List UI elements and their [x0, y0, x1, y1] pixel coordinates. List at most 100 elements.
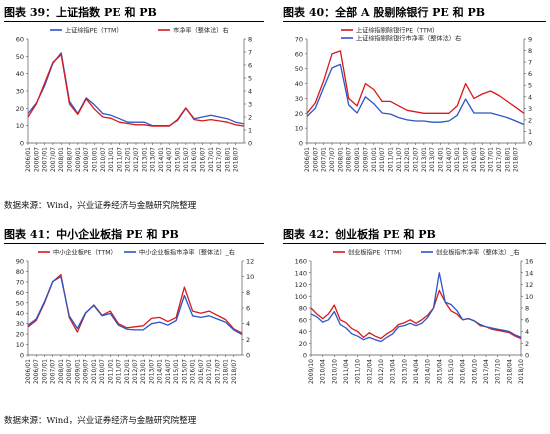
legend-label: 中小企业板指市净率（整体法）_右 — [139, 249, 235, 257]
y-tick-label-right: 10 — [246, 273, 254, 281]
y-tick-label-left: 60 — [299, 316, 307, 324]
x-tick-label: 2012/01 — [404, 147, 411, 172]
x-tick-label: 2015/01 — [175, 147, 182, 172]
y-tick-label-right: 8 — [525, 305, 529, 313]
x-tick-label: 2014/01 — [157, 359, 164, 384]
y-tick-label-right: 0 — [528, 140, 532, 148]
y-tick-label-left: 40 — [299, 328, 307, 336]
x-tick-label: 2010/07 — [379, 147, 386, 172]
y-tick-label-right: 7 — [248, 49, 252, 57]
x-tick-label: 2017/07 — [496, 147, 503, 172]
y-tick-label-left: 40 — [16, 70, 24, 78]
y-tick-label-left: 20 — [16, 105, 24, 113]
x-tick-label: 2007/07 — [50, 359, 57, 384]
x-tick-label: 2007/01 — [42, 147, 49, 172]
x-tick-label: 2013/04 — [390, 359, 397, 384]
x-tick-label: 2016/01 — [191, 147, 198, 172]
x-tick-label: 2010/01 — [91, 359, 98, 384]
y-tick-label-left: 30 — [16, 88, 24, 96]
x-tick-label: 2016/01 — [471, 147, 478, 172]
x-tick-label: 2017/01 — [208, 147, 215, 172]
x-tick-label: 2014/04 — [413, 359, 420, 384]
y-tick-label-right: 2 — [525, 340, 529, 348]
series-line-blue — [310, 272, 522, 343]
x-tick-label: 2018/07 — [233, 147, 240, 172]
title-rule — [283, 243, 546, 244]
y-tick-label-left: 0 — [20, 352, 24, 360]
x-tick-label: 2015/07 — [181, 359, 188, 384]
x-tick-label: 2006/01 — [25, 359, 32, 384]
y-tick-label-right: 1 — [528, 128, 532, 136]
series-line-red — [306, 50, 525, 114]
x-tick-label: 2016/10 — [471, 359, 478, 384]
y-tick-label-right: 4 — [248, 88, 252, 96]
series-line-red — [27, 53, 245, 127]
y-tick-label-left: 50 — [295, 65, 303, 73]
y-tick-label-right: 5 — [528, 82, 532, 90]
x-tick-label: 2008/07 — [66, 359, 73, 384]
y-tick-label-left: 60 — [295, 50, 303, 58]
x-tick-label: 2012/01 — [124, 359, 131, 384]
x-tick-label: 2011/07 — [116, 359, 123, 384]
x-tick-label: 2014/01 — [158, 147, 165, 172]
series-line-red — [310, 289, 522, 340]
x-tick-label: 2006/01 — [304, 147, 311, 172]
chart-title-41: 图表 41：中小企业板指 PE 和 PB — [4, 228, 179, 241]
x-tick-label: 2008/01 — [58, 359, 65, 384]
x-tick-label: 2013/07 — [148, 359, 155, 384]
source-note: 数据来源：Wind，兴业证券经济与金融研究院整理 — [4, 201, 197, 211]
x-tick-label: 2011/01 — [107, 359, 114, 384]
x-tick-label: 2006/07 — [312, 147, 319, 172]
x-tick-label: 2009/07 — [83, 147, 90, 172]
chart-title-40: 图表 40：全部 A 股剔除银行 PE 和 PB — [283, 6, 486, 19]
x-tick-label: 2014/01 — [438, 147, 445, 172]
x-tick-label: 2015/10 — [448, 359, 455, 384]
y-tick-label-left: 10 — [16, 122, 24, 130]
y-tick-label-right: 14 — [525, 269, 533, 277]
x-tick-label: 2017/01 — [206, 359, 213, 384]
x-tick-label: 2013/07 — [150, 147, 157, 172]
x-tick-label: 2006/07 — [33, 147, 40, 172]
x-tick-label: 2018/07 — [513, 147, 520, 172]
x-tick-label: 2008/01 — [58, 147, 65, 172]
series-line-blue — [27, 276, 243, 336]
x-tick-label: 2015/01 — [173, 359, 180, 384]
chart-42: 0 20 40 60 80 100 120 140 160 0 2 4 6 8 10 12 14 16 2009/1… — [295, 249, 534, 384]
y-tick-label-left: 20 — [16, 331, 24, 339]
x-tick-label: 2018/01 — [504, 147, 511, 172]
chart-title-39: 图表 39：上证指数 PE 和 PB — [4, 6, 157, 19]
x-tick-label: 2012/07 — [132, 359, 139, 384]
x-tick-label: 2010/10 — [331, 359, 338, 384]
y-tick-label-right: 6 — [528, 70, 532, 78]
y-tick-label-right: 0 — [525, 352, 529, 360]
x-tick-label: 2013/01 — [140, 359, 147, 384]
legend-label: 上证综指PE（TTM） — [65, 27, 123, 35]
x-tick-label: 2016/01 — [190, 359, 197, 384]
y-tick-label-left: 0 — [20, 140, 24, 148]
x-tick-label: 2016/07 — [199, 147, 206, 172]
x-tick-label: 2013/01 — [421, 147, 428, 172]
x-tick-label: 2009/07 — [83, 359, 90, 384]
y-tick-label-right: 4 — [528, 93, 532, 101]
x-tick-label: 2012/07 — [413, 147, 420, 172]
y-tick-label-left: 60 — [16, 36, 24, 44]
chart-title-42: 图表 42：创业板指 PE 和 PB — [283, 228, 436, 241]
x-tick-label: 2017/04 — [483, 359, 490, 384]
y-tick-label-right: 5 — [248, 75, 252, 83]
x-tick-label: 2010/01 — [371, 147, 378, 172]
x-tick-label: 2017/07 — [214, 359, 221, 384]
y-tick-label-right: 8 — [248, 36, 252, 44]
series-line-blue — [27, 52, 245, 127]
y-tick-label-right: 6 — [248, 62, 252, 70]
y-tick-label-right: 3 — [248, 101, 252, 109]
y-tick-label-left: 80 — [16, 268, 24, 276]
title-rule — [4, 21, 264, 22]
x-tick-label: 2012/04 — [366, 359, 373, 384]
series-line-blue — [306, 63, 525, 126]
source-note: 数据来源：Wind，兴业证券经济与金融研究院整理 — [4, 416, 197, 426]
x-tick-label: 2007/01 — [321, 147, 328, 172]
y-tick-label-right: 6 — [246, 305, 250, 313]
x-tick-label: 2011/10 — [355, 359, 362, 384]
x-tick-label: 2014/07 — [446, 147, 453, 172]
